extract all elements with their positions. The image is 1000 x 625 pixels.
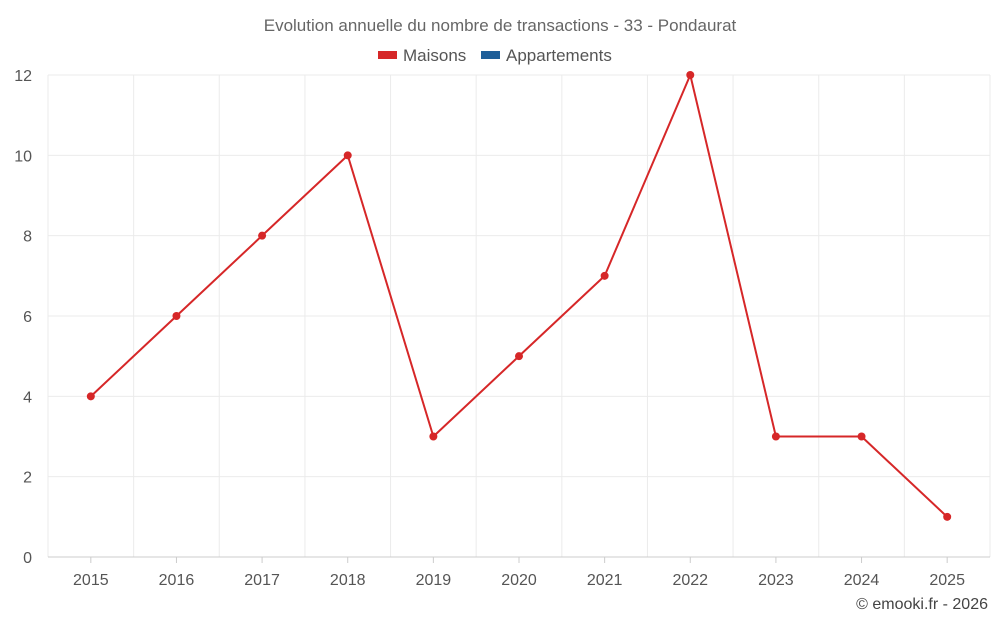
- credit-text: © emooki.fr - 2026: [856, 596, 988, 613]
- x-tick-label: 2021: [587, 572, 623, 589]
- x-tick-label: 2020: [501, 572, 537, 589]
- grid: [47, 74, 991, 557]
- x-tick-label: 2018: [330, 572, 366, 589]
- data-point[interactable]: [343, 151, 352, 160]
- data-point[interactable]: [172, 312, 181, 320]
- x-tick-label: 2017: [244, 572, 280, 589]
- series-maisons: [86, 71, 952, 521]
- data-point[interactable]: [771, 432, 780, 441]
- x-tick-label: 2019: [416, 572, 452, 589]
- data-point[interactable]: [943, 512, 952, 521]
- x-axis-ticks: 2015 2016 2017 2018 2019 2020 2021 2022 2023 2024…: [73, 557, 965, 589]
- y-tick-label: 12: [14, 68, 32, 85]
- legend-item-appartements[interactable]: Appartements: [481, 46, 612, 65]
- data-point[interactable]: [258, 231, 267, 240]
- chart-title: Evolution annuelle du nombre de transact…: [264, 16, 737, 35]
- legend-swatch-appartements: [481, 51, 500, 59]
- data-point[interactable]: [600, 271, 609, 280]
- x-tick-label: 2023: [758, 572, 794, 589]
- data-point[interactable]: [515, 352, 523, 361]
- y-tick-label: 10: [14, 148, 32, 165]
- x-tick-label: 2015: [73, 572, 109, 589]
- x-tick-label: 2024: [844, 572, 880, 589]
- x-tick-label: 2022: [672, 572, 708, 589]
- y-axis-ticks: 0 2 4 6 8 10 12: [14, 68, 32, 567]
- legend-label-appartements: Appartements: [506, 46, 612, 65]
- data-point[interactable]: [86, 392, 95, 401]
- y-tick-label: 0: [23, 550, 32, 567]
- series: [86, 71, 952, 521]
- legend-swatch-maisons: [378, 51, 397, 59]
- y-tick-label: 2: [23, 470, 32, 487]
- legend: Maisons Appartements: [378, 46, 612, 65]
- y-tick-label: 6: [23, 309, 32, 326]
- y-tick-label: 8: [23, 229, 32, 246]
- legend-label-maisons: Maisons: [403, 46, 466, 65]
- x-tick-label: 2025: [929, 572, 965, 589]
- data-point[interactable]: [429, 432, 438, 441]
- data-point[interactable]: [857, 432, 866, 441]
- x-tick-label: 2016: [159, 572, 195, 589]
- legend-item-maisons[interactable]: Maisons: [378, 46, 466, 65]
- data-point[interactable]: [686, 71, 695, 79]
- y-tick-label: 4: [23, 389, 32, 406]
